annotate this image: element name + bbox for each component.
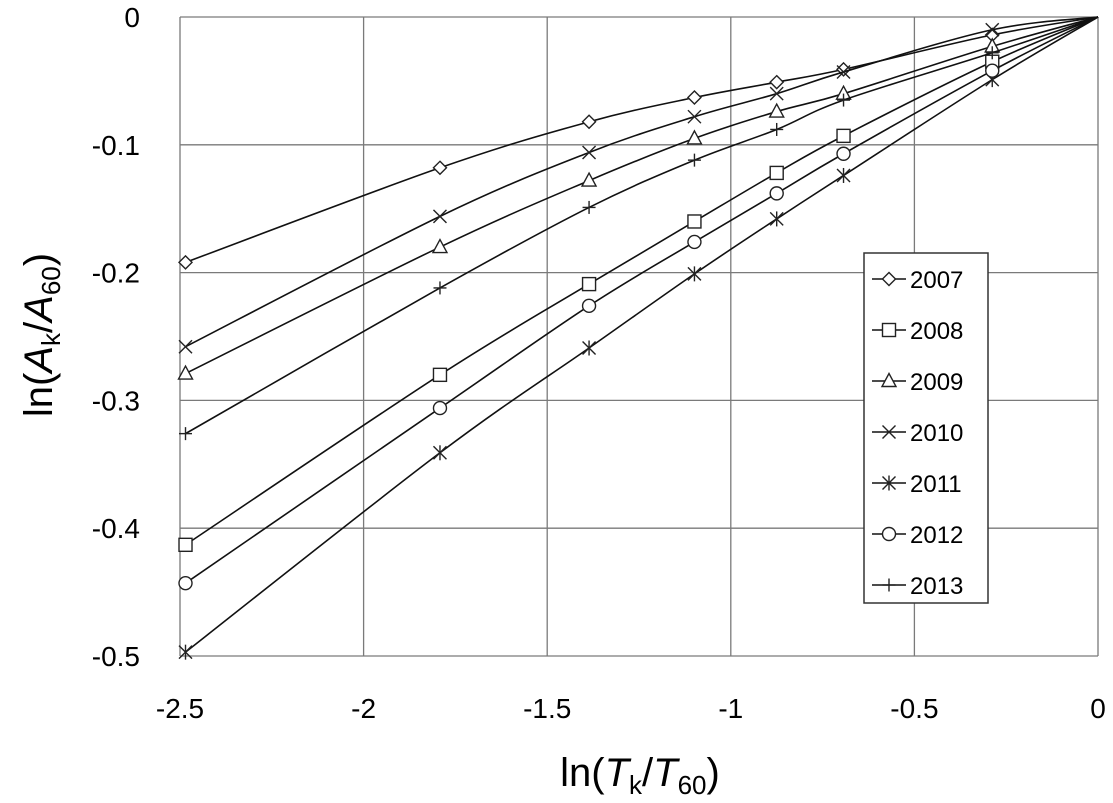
y-axis-title: ln(Ak/A60) [17, 253, 66, 417]
data-point-x-marker [178, 339, 193, 354]
x-tick-label: -0.5 [890, 693, 938, 724]
data-point-plus-marker [837, 93, 851, 107]
legend-item-2012: 2012 [872, 522, 963, 549]
data-point-circle-marker [985, 63, 1000, 78]
data-point-diamond-marker [769, 74, 785, 90]
x-tick-label: -2.5 [156, 693, 204, 724]
data-point-circle-marker [836, 146, 851, 161]
legend-label: 2010 [910, 420, 963, 447]
data-point-asterisk-marker [432, 445, 447, 461]
legend-item-2009: 2009 [872, 369, 963, 396]
y-tick-label: -0.4 [92, 513, 140, 544]
legend-label: 2013 [910, 573, 963, 600]
data-point-plus-marker [687, 153, 701, 167]
legend-item-2007: 2007 [872, 267, 963, 294]
x-tick-label: -1 [718, 693, 743, 724]
y-tick-label: 0 [124, 2, 140, 33]
data-point-asterisk-marker [769, 211, 784, 227]
data-point-square-marker [836, 128, 851, 144]
data-point-circle-marker [581, 298, 597, 314]
data-point-plus-marker [985, 46, 999, 60]
series-line [185, 16, 1099, 375]
data-point-square-marker [769, 165, 784, 181]
data-point-square-marker [881, 322, 897, 338]
series-2012 [178, 16, 1099, 591]
data-point-x-marker [582, 145, 597, 160]
data-point-triangle-marker [880, 372, 898, 388]
data-point-square-marker [178, 537, 193, 553]
x-tick-label: -2 [351, 693, 376, 724]
y-tick-label: -0.1 [92, 130, 140, 161]
data-point-plus-marker [433, 281, 447, 295]
series-2007 [178, 16, 1099, 270]
data-point-diamond-marker [178, 254, 193, 270]
legend-label: 2011 [910, 471, 962, 498]
legend: 2007 2008 2009 2010 2011 2012 2013 [863, 252, 989, 604]
legend-item-2008: 2008 [872, 318, 963, 345]
data-point-plus-marker [179, 427, 193, 441]
series-line [185, 16, 1099, 264]
series-2011 [178, 16, 1099, 660]
legend-label: 2007 [910, 267, 963, 294]
data-point-x-marker [432, 209, 447, 224]
data-point-plus-marker [582, 200, 596, 214]
data-point-circle-marker [881, 526, 897, 542]
y-tick-label: -0.5 [92, 641, 140, 672]
y-tick-label: -0.2 [92, 258, 140, 289]
data-point-diamond-marker [432, 160, 448, 176]
data-point-circle-marker [769, 186, 784, 201]
data-point-x-marker [769, 86, 784, 101]
data-point-x-marker [836, 64, 851, 79]
data-point-asterisk-marker [882, 475, 896, 491]
data-point-square-marker [432, 367, 448, 383]
series-line [185, 16, 1099, 348]
y-tick-label: -0.3 [92, 385, 140, 416]
series-2009 [177, 16, 1099, 380]
data-point-square-marker [581, 276, 597, 292]
data-point-x-marker [687, 109, 702, 124]
data-point-asterisk-marker [687, 266, 702, 282]
data-point-square-marker [687, 214, 702, 229]
legend-label: 2008 [910, 318, 963, 345]
data-point-circle-marker [432, 400, 448, 416]
legend-label: 2009 [910, 369, 963, 396]
data-point-triangle-marker [580, 171, 598, 187]
legend-label: 2012 [910, 522, 963, 549]
data-point-triangle-marker [768, 102, 785, 118]
data-point-asterisk-marker [178, 644, 193, 660]
data-point-circle-marker [178, 575, 193, 591]
data-point-diamond-marker [881, 271, 897, 287]
x-axis-title: ln(Tk/T60) [560, 751, 720, 800]
data-point-plus-marker [882, 578, 896, 592]
data-point-asterisk-marker [582, 340, 597, 356]
series-2008 [178, 16, 1099, 553]
x-tick-label: 0 [1090, 693, 1106, 724]
tick-labels: -2.5 -2 -1.5 -1 -0.5 0 0 -0.1 -0.2 -0.3 -0.4 -0.5 [92, 2, 1106, 724]
x-tick-label: -1.5 [523, 693, 571, 724]
data-point-x-marker [882, 425, 896, 439]
data-point-asterisk-marker [836, 167, 851, 183]
data-point-plus-marker [770, 122, 784, 136]
data-point-x-marker [985, 22, 1000, 37]
series-layer [177, 16, 1099, 660]
series-2010 [178, 16, 1099, 354]
data-point-triangle-marker [686, 129, 703, 145]
data-point-circle-marker [687, 234, 702, 250]
data-point-diamond-marker [581, 114, 597, 130]
legend-item-2011: 2011 [872, 471, 962, 498]
data-point-diamond-marker [686, 90, 702, 106]
data-point-triangle-marker [431, 238, 449, 254]
legend-item-2010: 2010 [872, 420, 963, 447]
data-point-triangle-marker [177, 364, 194, 380]
legend-item-2013: 2013 [872, 573, 963, 600]
series-2013 [179, 16, 1099, 441]
series-line [185, 16, 1099, 653]
